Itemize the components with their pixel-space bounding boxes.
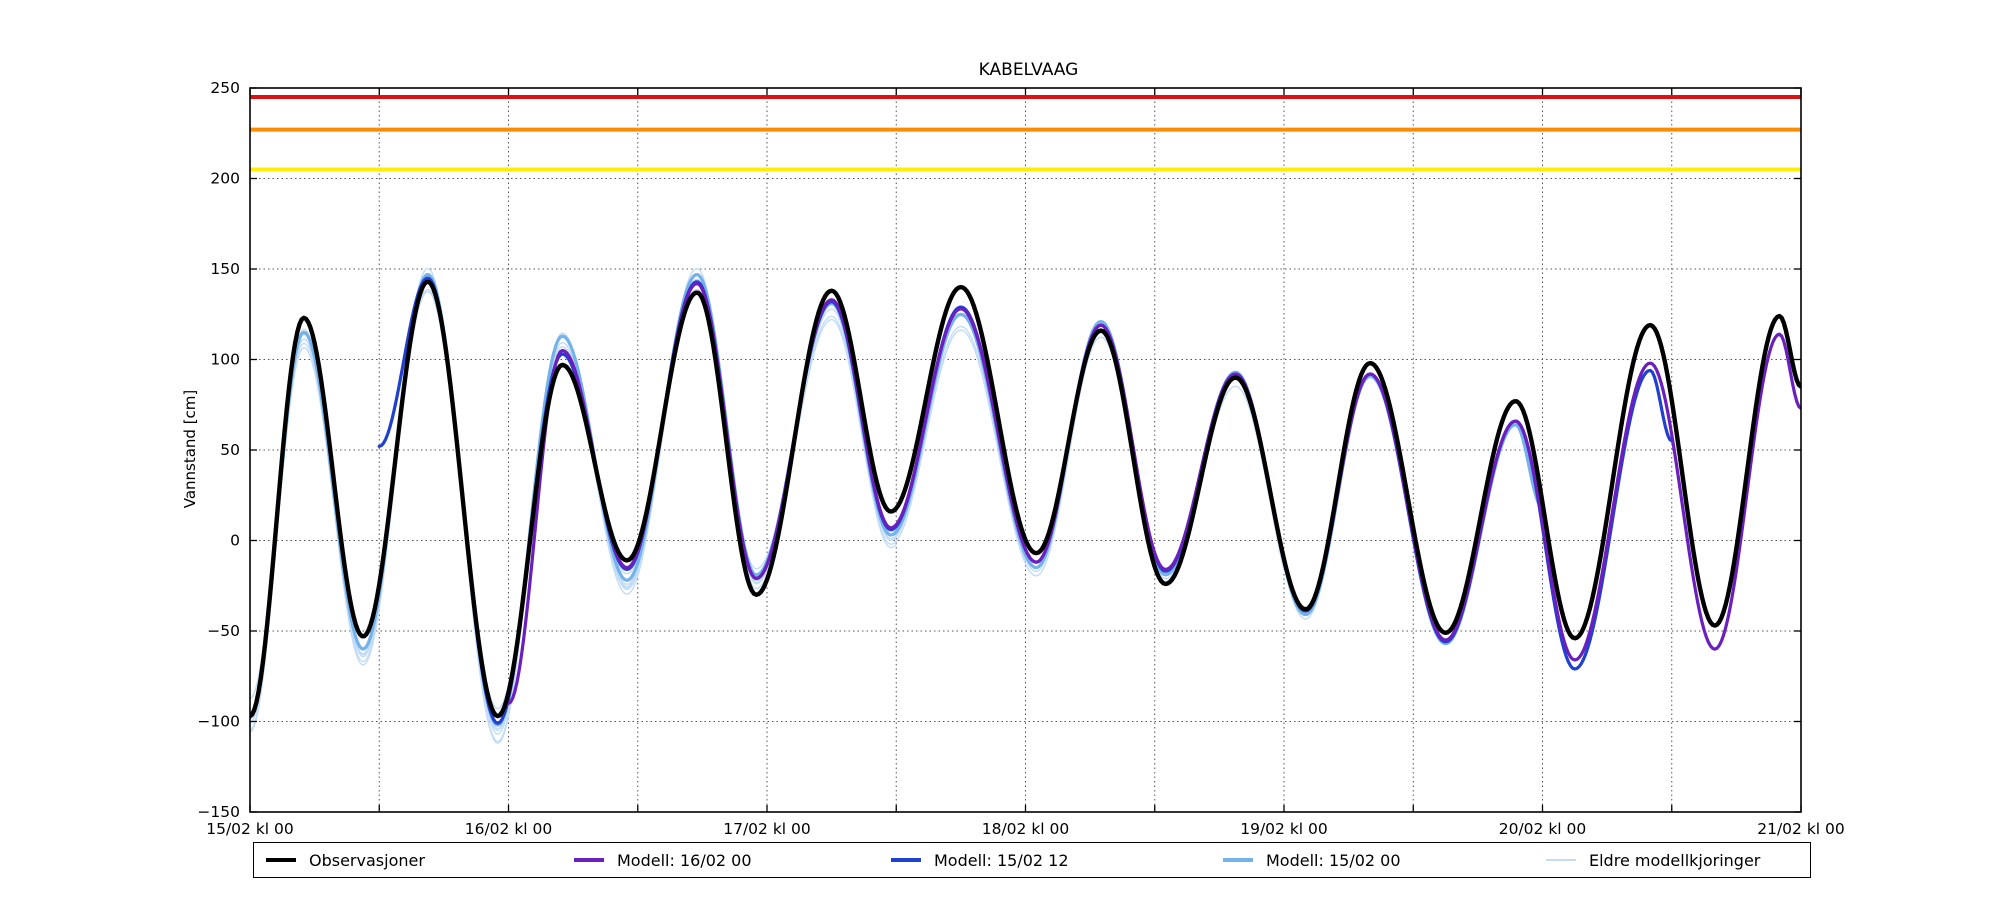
x-tick-label: 19/02 kl 00 [1240,820,1328,838]
y-tick-label: 0 [230,532,240,550]
y-tick-label: −150 [197,803,240,821]
series-eldre-modellkjoringer [250,274,1414,732]
y-tick-label: −100 [197,713,240,731]
legend-item-eldre-modellkjoringer: Eldre modellkjoringer [1546,843,1760,877]
y-tick-label: 50 [220,441,240,459]
y-tick-label: 250 [210,79,240,97]
legend-item-modell-15-02-00: Modell: 15/02 00 [1223,843,1401,877]
model-line-swatch-icon [891,858,921,862]
legend: Observasjoner Modell: 16/02 00 Modell: 1… [253,842,1811,878]
y-tick-label: −50 [207,622,240,640]
legend-label: Modell: 16/02 00 [617,850,752,870]
model-line-swatch-icon [574,858,604,862]
observations-line-swatch-icon [266,858,296,862]
y-axis-label: Vannstand [cm] [181,389,199,509]
chart-title: KABELVAAG [978,60,1079,80]
legend-item-modell-16-02-00: Modell: 16/02 00 [574,843,752,877]
legend-label: Modell: 15/02 12 [934,850,1069,870]
x-tick-label: 21/02 kl 00 [1757,820,1845,838]
x-tick-label: 20/02 kl 00 [1499,820,1587,838]
older-runs-line-swatch-icon [1546,859,1576,861]
x-tick-label: 17/02 kl 00 [723,820,811,838]
y-tick-label: 100 [210,351,240,369]
legend-label: Observasjoner [309,850,425,870]
x-tick-label: 16/02 kl 00 [465,820,553,838]
y-tick-label: 150 [210,260,240,278]
y-tick-label: 200 [210,170,240,188]
legend-label: Modell: 15/02 00 [1266,850,1401,870]
series-eldre-modellkjoringer [250,267,768,743]
legend-label: Eldre modellkjoringer [1589,850,1761,870]
legend-item-modell-15-02-12: Modell: 15/02 12 [891,843,1069,877]
series-eldre-modellkjoringer [250,288,1156,710]
model-line-swatch-icon [1223,858,1253,862]
x-tick-label: 15/02 kl 00 [206,820,294,838]
series-observasjoner [250,279,1801,719]
legend-item-observasjoner: Observasjoner [266,843,425,877]
x-tick-label: 18/02 kl 00 [982,820,1070,838]
